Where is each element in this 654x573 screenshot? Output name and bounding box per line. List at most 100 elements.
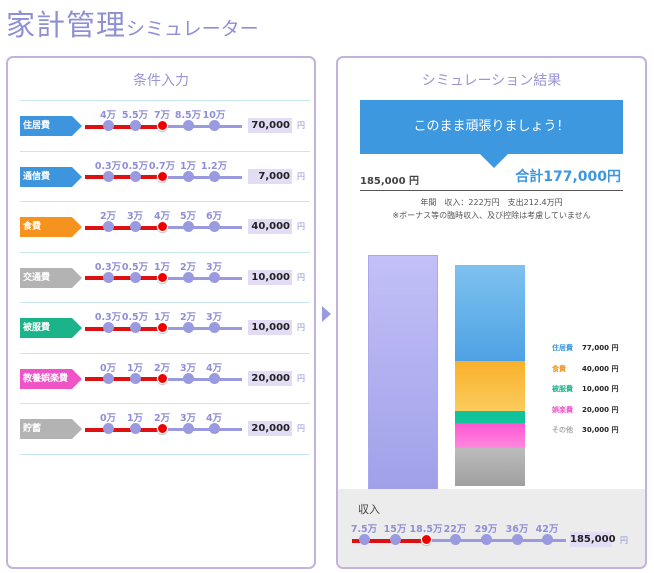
- category-tag: 交通費: [20, 267, 72, 288]
- slider-step[interactable]: [182, 372, 194, 384]
- slider-fill: [85, 427, 162, 432]
- slider-tick-label: 0.5万: [121, 160, 149, 172]
- slider-step[interactable]: [182, 221, 194, 232]
- slider-step[interactable]: [102, 322, 114, 333]
- income-value-field[interactable]: 185,000: [570, 532, 616, 547]
- slider-tick-label: 42万: [535, 524, 559, 535]
- divider: [20, 453, 310, 455]
- condition-input-panel: 条件入力 住居費 4万 5.5万 7万 8.5万 10万 70,000 円通信費 0.3万…: [6, 56, 316, 569]
- slider-handle[interactable]: [156, 271, 168, 283]
- slider-handle[interactable]: [420, 534, 432, 545]
- slider-tick-label: 2万: [179, 312, 197, 323]
- slider-step[interactable]: [102, 120, 114, 131]
- slider-tick-label: 1万: [126, 362, 144, 374]
- slider-step[interactable]: [511, 534, 523, 545]
- unit-label: 円: [297, 222, 305, 231]
- unit-label: 円: [620, 536, 628, 545]
- slider-step[interactable]: [129, 322, 141, 333]
- slider-tick-label: 0万: [99, 362, 117, 374]
- slider-handle[interactable]: [156, 120, 168, 131]
- slider-step[interactable]: [102, 271, 114, 283]
- divider: [360, 190, 623, 191]
- legend-label: 娯楽費: [552, 405, 573, 414]
- category-tag: 貯蓄: [20, 419, 72, 439]
- unit-label: 円: [297, 171, 305, 181]
- slider-step[interactable]: [182, 170, 194, 182]
- slider-step[interactable]: [102, 372, 114, 384]
- legend-value: 77,000 円: [582, 344, 619, 352]
- slider-step[interactable]: [208, 322, 220, 333]
- legend-item: 被服費 10,000 円: [552, 384, 618, 394]
- tag-arrow-icon: [72, 368, 82, 389]
- slider-tick-label: 4万: [153, 211, 171, 222]
- legend-item: 食費 40,000 円: [552, 364, 618, 374]
- slider-step[interactable]: [208, 120, 220, 131]
- slider-step[interactable]: [358, 534, 370, 545]
- value-field[interactable]: 10,000: [248, 269, 292, 285]
- legend-label: 被服費: [552, 385, 573, 393]
- legend-label: その他: [552, 426, 573, 434]
- slider-tick-label: 0.3万: [94, 261, 122, 273]
- slider-handle[interactable]: [156, 423, 168, 434]
- slider-tick-label: 10万: [202, 110, 226, 121]
- slider-step[interactable]: [102, 221, 114, 232]
- slider-step[interactable]: [102, 423, 114, 434]
- expense-row: 交通費 0.3万 0.5万 1万 2万 3万 10,000 円: [20, 251, 310, 302]
- slider-tick-label: 3万: [205, 261, 223, 273]
- panel-title: シミュレーション結果: [421, 73, 562, 89]
- bar-segment-clothing: [455, 411, 525, 423]
- slider-handle[interactable]: [156, 221, 168, 232]
- slider-tick-label: 0.3万: [94, 312, 122, 323]
- slider-step[interactable]: [102, 170, 114, 182]
- slider-step[interactable]: [541, 534, 553, 545]
- slider-step[interactable]: [129, 423, 141, 434]
- slider-step[interactable]: [480, 534, 492, 545]
- tag-arrow-icon: [72, 116, 82, 136]
- slider-handle[interactable]: [156, 322, 168, 333]
- slider-step[interactable]: [208, 221, 220, 232]
- expense-row: 教養娯楽費 0万 1万 2万 3万 4万 20,000 円: [20, 352, 310, 403]
- value-field[interactable]: 10,000: [248, 320, 292, 335]
- expense-row: 住居費 4万 5.5万 7万 8.5万 10万 70,000 円: [20, 100, 310, 150]
- slider-tick-label: 2万: [99, 211, 117, 222]
- slider-tick-label: 0.5万: [121, 261, 149, 273]
- unit-label: 円: [297, 272, 305, 282]
- expense-row: 通信費 0.3万 0.5万 0.7万 1万 1.2万 7,000 円: [20, 150, 310, 201]
- value-field[interactable]: 70,000: [248, 118, 292, 133]
- slider-step[interactable]: [208, 271, 220, 283]
- slider-handle[interactable]: [156, 170, 168, 182]
- slider-step[interactable]: [208, 372, 220, 384]
- slider-fill: [85, 225, 162, 230]
- slider-step[interactable]: [208, 170, 220, 182]
- value-field[interactable]: 40,000: [248, 219, 292, 234]
- slider-step[interactable]: [129, 170, 141, 182]
- legend-item: その他 30,000 円: [552, 425, 618, 435]
- value-field[interactable]: 20,000: [248, 370, 292, 386]
- tag-arrow-icon: [72, 217, 82, 237]
- slider-step[interactable]: [129, 271, 141, 283]
- slider-fill: [85, 175, 162, 179]
- slider-step[interactable]: [182, 271, 194, 283]
- slider-tick-label: 1万: [153, 261, 171, 273]
- slider-tick-label: 4万: [99, 110, 117, 121]
- slider-step[interactable]: [129, 221, 141, 232]
- bar-segment-food: [455, 361, 525, 411]
- slider-step[interactable]: [389, 534, 401, 545]
- slider-step[interactable]: [182, 120, 194, 131]
- slider-step[interactable]: [182, 423, 194, 434]
- slider-step[interactable]: [182, 322, 194, 333]
- slider-tick-label: 29万: [474, 524, 498, 535]
- slider-fill: [352, 538, 426, 543]
- slider-step[interactable]: [129, 372, 141, 384]
- slider-step[interactable]: [129, 120, 141, 131]
- slider-step[interactable]: [208, 423, 220, 434]
- bar-segment-other: [455, 448, 525, 486]
- slider-fill: [85, 124, 162, 129]
- value-field[interactable]: 7,000: [248, 168, 292, 184]
- slider-handle[interactable]: [156, 372, 168, 384]
- slider-step[interactable]: [449, 534, 461, 545]
- expense-bar: [455, 265, 525, 486]
- unit-label: 円: [297, 424, 305, 433]
- value-field[interactable]: 20,000: [248, 421, 292, 436]
- category-tag: 住居費: [20, 116, 72, 136]
